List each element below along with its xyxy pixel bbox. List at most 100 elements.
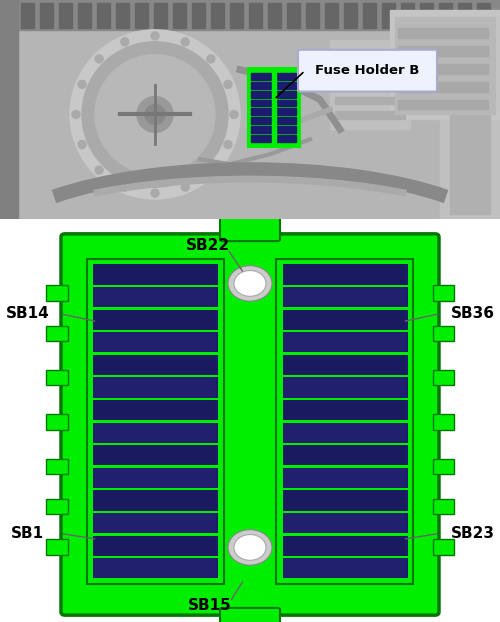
Bar bbox=[282, 330, 408, 332]
Bar bbox=[251, 118, 271, 124]
Bar bbox=[272, 71, 276, 144]
Bar bbox=[276, 259, 413, 583]
Circle shape bbox=[181, 38, 189, 46]
Bar bbox=[335, 111, 405, 119]
Bar bbox=[284, 559, 406, 578]
Bar bbox=[282, 443, 408, 445]
Bar bbox=[276, 118, 296, 124]
Bar bbox=[92, 488, 218, 491]
Bar bbox=[92, 353, 218, 355]
Bar bbox=[282, 578, 408, 581]
Bar bbox=[46, 499, 68, 514]
FancyBboxPatch shape bbox=[220, 215, 280, 241]
Text: SB15: SB15 bbox=[188, 598, 232, 613]
Bar bbox=[439, 3, 452, 28]
Bar bbox=[251, 136, 271, 142]
Circle shape bbox=[207, 55, 215, 63]
Bar bbox=[230, 3, 243, 28]
Bar bbox=[282, 488, 408, 491]
Bar bbox=[282, 556, 408, 559]
Bar bbox=[251, 73, 271, 80]
Bar bbox=[92, 307, 218, 310]
Bar bbox=[284, 491, 406, 511]
Bar bbox=[222, 263, 278, 580]
Bar bbox=[344, 3, 357, 28]
Circle shape bbox=[121, 38, 129, 46]
Bar bbox=[0, 0, 500, 30]
Circle shape bbox=[224, 80, 232, 88]
Bar bbox=[282, 262, 408, 264]
Bar bbox=[477, 3, 490, 28]
Bar bbox=[284, 378, 406, 397]
Bar bbox=[192, 3, 205, 28]
Circle shape bbox=[95, 55, 215, 174]
Bar bbox=[251, 81, 271, 88]
Bar bbox=[59, 3, 72, 28]
Bar bbox=[284, 400, 406, 420]
Bar bbox=[46, 414, 68, 430]
Bar bbox=[92, 533, 218, 536]
Bar bbox=[282, 375, 408, 378]
Bar bbox=[46, 539, 68, 555]
Bar bbox=[94, 423, 216, 443]
Bar bbox=[94, 310, 216, 330]
Bar bbox=[92, 262, 218, 264]
Circle shape bbox=[82, 42, 228, 187]
Bar bbox=[249, 3, 262, 28]
Circle shape bbox=[78, 141, 86, 149]
Text: Fuse Holder B: Fuse Holder B bbox=[316, 64, 420, 77]
Bar bbox=[282, 511, 408, 513]
Bar bbox=[335, 67, 405, 75]
Bar bbox=[335, 52, 405, 60]
Circle shape bbox=[224, 141, 232, 149]
Bar bbox=[94, 400, 216, 420]
Bar bbox=[330, 40, 410, 129]
FancyBboxPatch shape bbox=[61, 234, 439, 615]
Bar bbox=[21, 3, 34, 28]
Bar bbox=[92, 556, 218, 559]
Bar bbox=[276, 126, 296, 133]
Bar bbox=[282, 307, 408, 310]
Circle shape bbox=[137, 96, 173, 132]
Text: SB22: SB22 bbox=[186, 238, 230, 253]
Bar bbox=[116, 3, 129, 28]
Bar bbox=[306, 3, 319, 28]
Bar bbox=[251, 108, 271, 116]
Circle shape bbox=[78, 80, 86, 88]
Bar bbox=[282, 397, 408, 400]
Bar bbox=[284, 468, 406, 488]
Bar bbox=[154, 3, 167, 28]
Bar bbox=[284, 332, 406, 353]
Bar bbox=[276, 81, 296, 88]
Bar bbox=[398, 63, 488, 73]
Bar bbox=[94, 513, 216, 533]
Bar bbox=[284, 287, 406, 307]
Bar bbox=[458, 3, 471, 28]
Bar bbox=[46, 285, 68, 301]
Bar bbox=[92, 511, 218, 513]
Bar bbox=[92, 578, 218, 581]
Bar bbox=[92, 443, 218, 445]
Bar bbox=[46, 370, 68, 386]
Circle shape bbox=[234, 534, 266, 560]
Bar bbox=[282, 263, 408, 580]
Bar bbox=[40, 3, 53, 28]
Circle shape bbox=[181, 183, 189, 191]
Bar bbox=[432, 459, 454, 474]
Bar bbox=[276, 91, 296, 98]
Bar bbox=[282, 285, 408, 287]
Bar bbox=[398, 100, 488, 109]
Bar bbox=[282, 465, 408, 468]
Bar bbox=[335, 96, 405, 104]
Bar bbox=[432, 539, 454, 555]
Bar bbox=[173, 3, 186, 28]
Bar bbox=[382, 3, 395, 28]
Bar bbox=[390, 10, 500, 119]
Bar bbox=[276, 73, 296, 80]
Bar bbox=[287, 3, 300, 28]
Bar bbox=[276, 100, 296, 106]
Text: SB36: SB36 bbox=[450, 306, 494, 321]
Bar bbox=[282, 420, 408, 423]
Bar bbox=[398, 46, 488, 56]
Bar bbox=[94, 264, 216, 285]
